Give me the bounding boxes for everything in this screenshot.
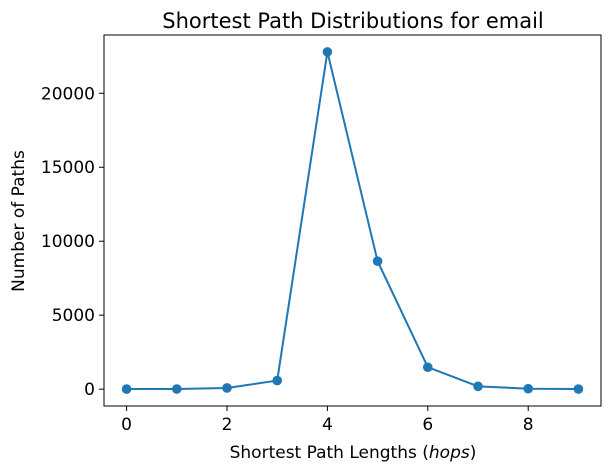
x-axis-label: Shortest Path Lengths (hops) bbox=[230, 443, 477, 463]
plot-area: 0 2 4 6 8 0 5000 10000 15000 20000 bbox=[41, 34, 602, 435]
y-tick-label: 20000 bbox=[41, 84, 95, 104]
x-axis-label-close: ) bbox=[470, 443, 477, 463]
data-point bbox=[222, 383, 232, 393]
axes-frame bbox=[103, 34, 602, 407]
y-axis-label: Number of Paths bbox=[9, 150, 29, 292]
data-point bbox=[523, 383, 534, 394]
y-tick-label: 10000 bbox=[41, 232, 95, 252]
x-axis-label-italic: hops bbox=[429, 443, 470, 463]
y-tick-label: 5000 bbox=[52, 306, 95, 326]
data-point bbox=[573, 384, 584, 394]
y-tick-label: 15000 bbox=[41, 158, 95, 178]
series-line bbox=[126, 50, 579, 391]
x-tick-label: 6 bbox=[422, 415, 433, 435]
x-tick-label: 8 bbox=[523, 415, 534, 435]
x-tick-label: 0 bbox=[121, 415, 132, 435]
data-point bbox=[372, 256, 383, 266]
chart-title: Shortest Path Distributions for email bbox=[162, 9, 544, 33]
data-point bbox=[423, 362, 433, 373]
data-point bbox=[473, 381, 483, 392]
x-axis-label-main: Shortest Path Lengths ( bbox=[230, 443, 429, 463]
data-point bbox=[272, 375, 282, 386]
data-point bbox=[322, 47, 333, 57]
data-point bbox=[121, 384, 132, 394]
y-tick-label: 0 bbox=[84, 380, 95, 400]
x-tick-label: 4 bbox=[322, 415, 333, 435]
data-point bbox=[171, 384, 182, 394]
x-tick-label: 2 bbox=[222, 415, 233, 435]
